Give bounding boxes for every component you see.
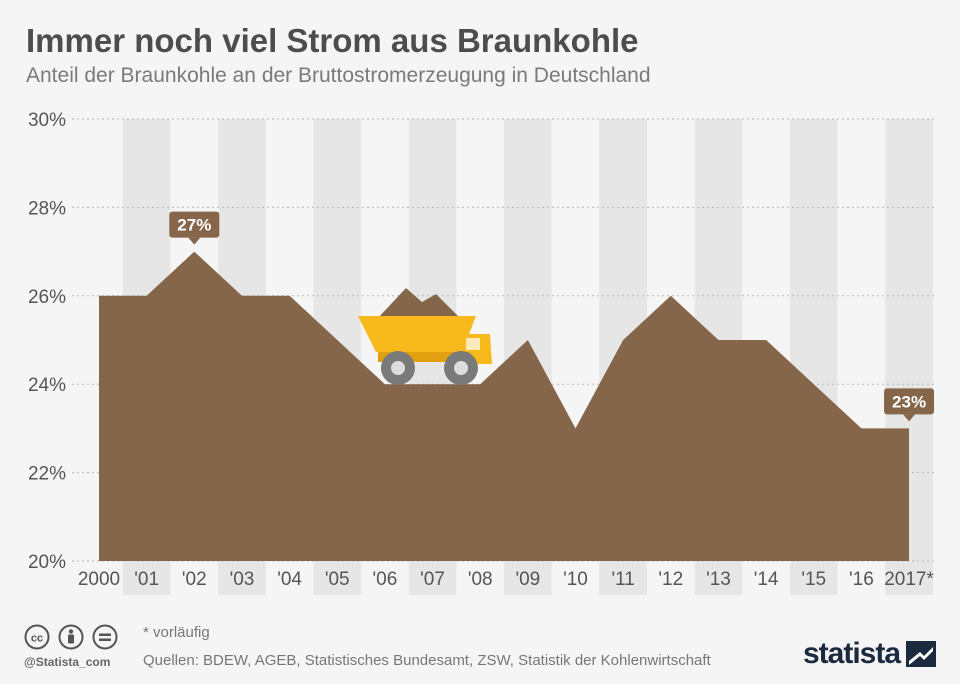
x-tick-label: '15 <box>801 569 826 590</box>
sources: Quellen: BDEW, AGEB, Statistisches Bunde… <box>143 652 711 669</box>
statista-logo[interactable]: statista <box>803 637 901 670</box>
y-axis-ticks: 20% 22% 24% 26% 28% 30% <box>28 110 66 573</box>
footnote: * vorläufig <box>143 624 210 641</box>
x-tick-label: '13 <box>706 569 731 590</box>
chart-title: Immer noch viel Strom aus Braunkohle <box>26 22 639 59</box>
x-tick-label: '14 <box>754 569 779 590</box>
statista-logo-icon <box>906 641 936 667</box>
data-label-pointer <box>188 237 201 245</box>
y-tick-label: 30% <box>28 110 66 131</box>
svg-text:cc: cc <box>31 633 43 645</box>
chart: 20% 22% 24% 26% 28% 30% 2000 '01 '02 '03 '04 '05 '0… <box>28 110 935 595</box>
y-tick-label: 22% <box>28 464 66 485</box>
x-tick-label: '05 <box>325 569 350 590</box>
data-label-pointer <box>903 414 916 422</box>
data-label-bg <box>884 388 935 415</box>
x-tick-label: '12 <box>658 569 683 590</box>
data-labels: 27% 23% <box>169 211 935 422</box>
x-tick-label: '03 <box>230 569 255 590</box>
x-tick-label: '11 <box>611 569 634 590</box>
y-tick-label: 26% <box>28 287 66 308</box>
y-tick-label: 24% <box>28 375 66 396</box>
nd-icon <box>92 624 118 650</box>
x-tick-label: '06 <box>373 569 398 590</box>
x-tick-label: '09 <box>515 569 540 590</box>
cc-icon: cc <box>24 624 50 650</box>
y-tick-label: 28% <box>28 198 66 219</box>
statista-handle: @Statista_com <box>24 655 111 669</box>
x-tick-label: '10 <box>563 569 588 590</box>
chart-subtitle: Anteil der Braunkohle an der Bruttostrom… <box>26 64 651 87</box>
dump-truck-icon <box>358 288 492 385</box>
x-tick-label: 2017* <box>884 569 934 590</box>
data-label: 23% <box>892 392 926 411</box>
by-icon <box>58 624 84 650</box>
x-tick-label: '16 <box>849 569 874 590</box>
x-tick-label: '07 <box>420 569 445 590</box>
x-tick-label: '04 <box>277 569 302 590</box>
x-tick-label: '01 <box>134 569 159 590</box>
x-tick-label: '08 <box>468 569 493 590</box>
x-tick-label: '02 <box>182 569 207 590</box>
area-series <box>99 251 910 561</box>
y-tick-label: 20% <box>28 552 66 573</box>
x-axis-ticks: 2000 '01 '02 '03 '04 '05 '06 '07 '08 '09 '10 '11 '12… <box>78 569 935 590</box>
data-label-bg <box>169 211 220 238</box>
license-icons: cc <box>24 624 124 657</box>
data-label: 27% <box>177 216 211 235</box>
x-tick-label: 2000 <box>78 569 120 590</box>
